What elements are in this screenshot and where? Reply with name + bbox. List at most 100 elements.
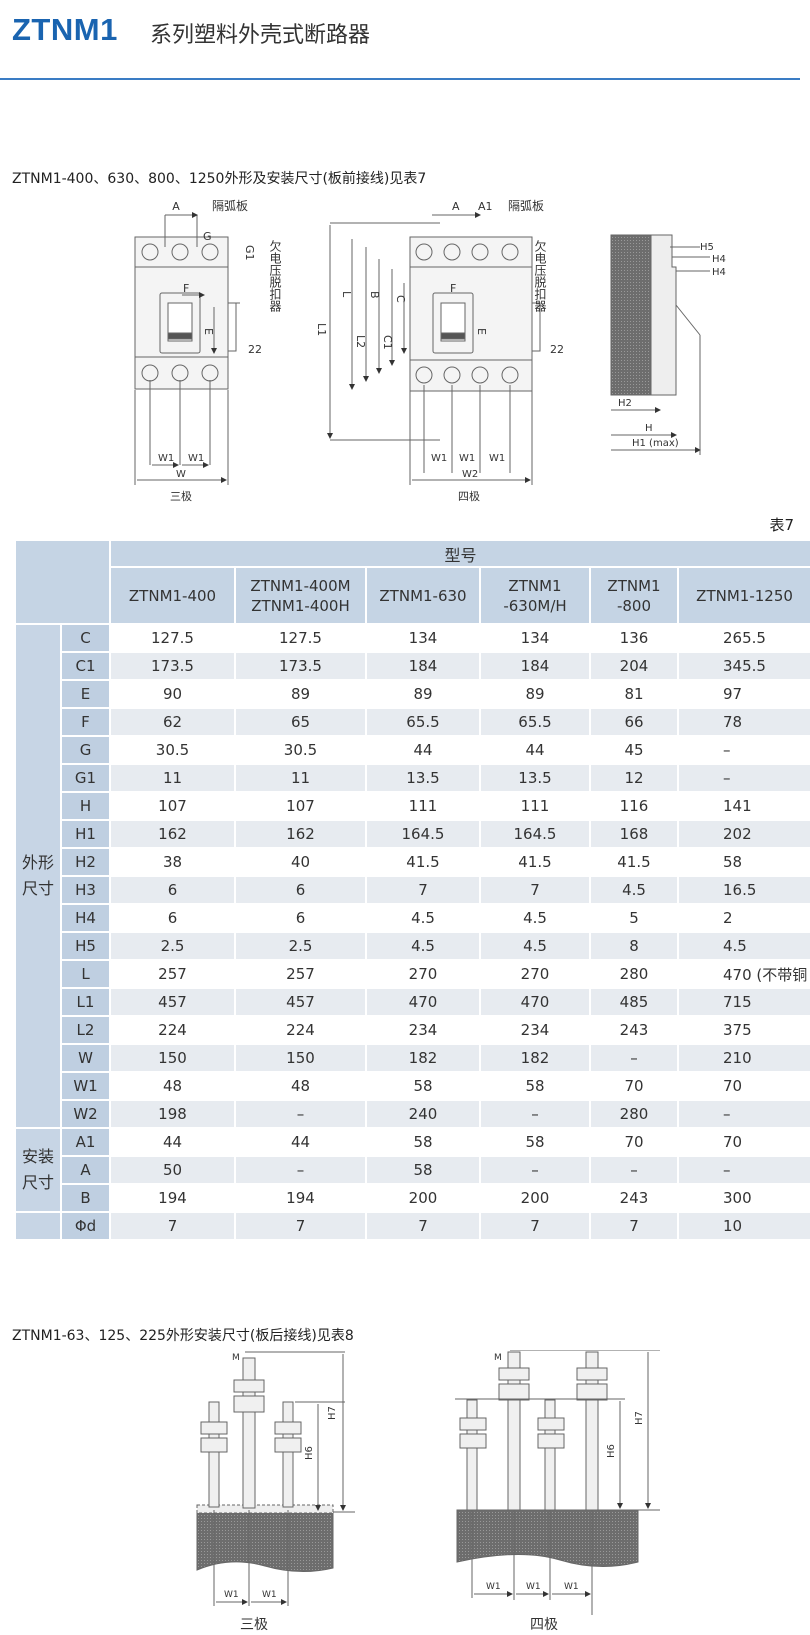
value-cell: 243 <box>589 1015 679 1045</box>
value-cell: 7 <box>479 875 591 905</box>
four-pole-label: 四极 <box>530 1617 558 1633</box>
value-cell: – <box>234 1155 367 1185</box>
value-cell: 116 <box>589 791 679 821</box>
column-header-model: ZTNM1 -630M/H <box>479 566 591 625</box>
value-cell: 58 <box>479 1127 591 1157</box>
dim-label-M: M <box>232 1353 240 1363</box>
value-cell: 184 <box>479 651 591 681</box>
value-cell: 150 <box>234 1043 367 1073</box>
parameter-cell: H <box>60 791 111 821</box>
value-cell: 173.5 <box>109 651 236 681</box>
value-cell: 4.5 <box>676 931 810 961</box>
dim-label-C: C <box>394 295 407 303</box>
value-cell: 58 <box>676 847 810 877</box>
value-cell: 345.5 <box>676 651 810 681</box>
value-cell: 65 <box>234 707 367 737</box>
value-cell: 41.5 <box>479 847 591 877</box>
value-cell: 7 <box>479 1211 591 1241</box>
value-cell: 65.5 <box>365 707 481 737</box>
value-cell: 6 <box>109 903 236 933</box>
value-cell: 162 <box>234 819 367 849</box>
value-cell: 194 <box>234 1183 367 1213</box>
value-cell: 134 <box>479 623 591 653</box>
value-cell: 4.5 <box>589 875 679 905</box>
table-row: L1 457 457 470 470 485 715 <box>15 987 810 1017</box>
table-row: E 90 89 89 89 81 97 <box>15 679 810 709</box>
table-row: C1 173.5 173.5 184 184 204 345.5 <box>15 651 810 681</box>
table-row: H5 2.5 2.5 4.5 4.5 8 4.5 <box>15 931 810 961</box>
value-cell: 13.5 <box>479 763 591 793</box>
dim-label-L2: L2 <box>354 335 367 348</box>
value-cell: 45 <box>589 735 679 765</box>
value-cell: 270 <box>365 959 481 989</box>
value-cell: 470 <box>479 987 591 1017</box>
value-cell: 7 <box>109 1211 236 1241</box>
value-cell: 70 <box>676 1127 810 1157</box>
value-cell: 240 <box>365 1099 481 1129</box>
value-cell: 127.5 <box>109 623 236 653</box>
value-cell: 5 <box>589 903 679 933</box>
value-cell: 150 <box>109 1043 236 1073</box>
table-row: H4 6 6 4.5 4.5 5 2 <box>15 903 810 933</box>
value-cell: – <box>589 1043 679 1073</box>
table-row: W 150 150 182 182–210 <box>15 1043 810 1073</box>
value-cell: 470 (不带铜 <box>676 959 810 989</box>
value-cell: 50 <box>109 1155 236 1185</box>
parameter-cell: G1 <box>60 763 111 793</box>
value-cell: 162 <box>109 819 236 849</box>
value-cell: 48 <box>234 1071 367 1101</box>
value-cell: 127.5 <box>234 623 367 653</box>
model-header: 型号 <box>108 539 810 568</box>
three-pole-front-view <box>134 212 240 485</box>
parameter-cell: H1 <box>60 819 111 849</box>
table-row: B 194 194 200 200 243 300 <box>15 1183 810 1213</box>
dim-label-W1: W1 <box>459 453 475 464</box>
value-cell: 257 <box>234 959 367 989</box>
value-cell: 70 <box>589 1127 679 1157</box>
value-cell: 11 <box>109 763 236 793</box>
table-row: H3 6 6 7 7 4.5 16.5 <box>15 875 810 905</box>
parameter-cell: Φd <box>60 1211 111 1241</box>
value-cell: 257 <box>109 959 236 989</box>
value-cell: 457 <box>234 987 367 1017</box>
value-cell: 2 <box>676 903 810 933</box>
value-cell: 7 <box>365 1211 481 1241</box>
value-cell: 58 <box>365 1071 481 1101</box>
dim-label-A: A <box>172 200 180 213</box>
dim-label-W1: W1 <box>188 453 204 464</box>
value-cell: 111 <box>479 791 591 821</box>
dim-label-W1: W1 <box>486 1582 501 1592</box>
column-header-model: ZTNM1-400M ZTNM1-400H <box>234 566 367 625</box>
value-cell: 89 <box>479 679 591 709</box>
dim-label-H6: H6 <box>606 1444 617 1458</box>
value-cell: 62 <box>109 707 236 737</box>
value-cell: 470 <box>365 987 481 1017</box>
three-pole-label: 三极 <box>240 1617 268 1633</box>
value-cell: 6 <box>234 875 367 905</box>
value-cell: 78 <box>676 707 810 737</box>
side-view <box>610 234 710 455</box>
value-cell: 44 <box>365 735 481 765</box>
value-cell: 107 <box>234 791 367 821</box>
value-cell: 234 <box>479 1015 591 1045</box>
value-cell: 134 <box>365 623 481 653</box>
value-cell: 70 <box>589 1071 679 1101</box>
parameter-cell: C <box>60 623 111 653</box>
value-cell: 97 <box>676 679 810 709</box>
value-cell: 41.5 <box>589 847 679 877</box>
value-cell: 198 <box>109 1099 236 1129</box>
value-cell: 10 <box>676 1211 810 1241</box>
dim-label-G: G <box>203 230 212 243</box>
parameter-cell: H3 <box>60 875 111 905</box>
value-cell: 6 <box>234 903 367 933</box>
value-cell: 457 <box>109 987 236 1017</box>
dim-label-H6: H6 <box>304 1446 315 1460</box>
value-cell: 58 <box>365 1155 481 1185</box>
arc-barrier-label: 隔弧板 <box>508 199 544 213</box>
value-cell: 12 <box>589 763 679 793</box>
brand-logo-text: ZTNM1 <box>12 12 118 47</box>
value-cell: 243 <box>589 1183 679 1213</box>
value-cell: 210 <box>676 1043 810 1073</box>
table-row: G 30.5 30.5 44 44 45– <box>15 735 810 765</box>
front-wiring-dimension-diagrams: A 隔弧板 G G1 欠电压脱扣器 F E 22 W1 W1 W 三极 A A1… <box>134 199 726 503</box>
